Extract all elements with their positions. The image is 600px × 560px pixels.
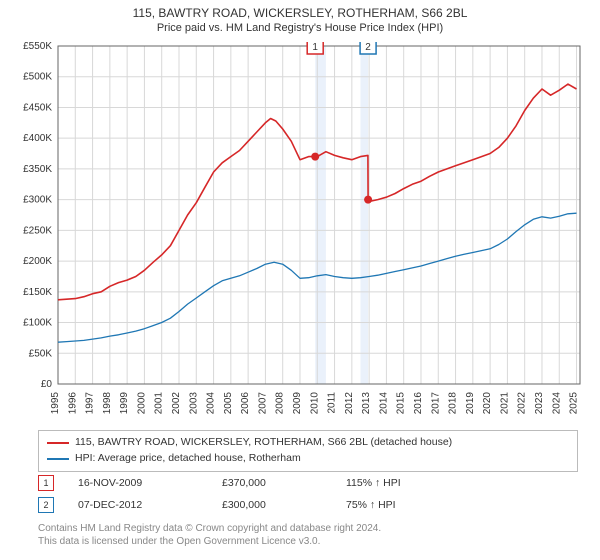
svg-text:£250K: £250K [23,225,52,236]
legend-item-property: 115, BAWTRY ROAD, WICKERSLEY, ROTHERHAM,… [47,435,569,451]
svg-text:£100K: £100K [23,318,52,329]
svg-text:2007: 2007 [257,392,268,415]
legend-item-hpi: HPI: Average price, detached house, Roth… [47,451,569,467]
chart: £0 £50K £100K £150K £200K £250K £300K £350K £400… [10,42,590,422]
marker-badge-1: 1 [38,475,54,491]
marker-row-2: 2 07-DEC-2012 £300,000 75% ↑ HPI [38,494,560,516]
svg-text:2: 2 [365,42,371,53]
svg-text:£150K: £150K [23,287,52,298]
footer-line-1: Contains HM Land Registry data © Crown c… [38,522,560,535]
marker-hpi-1: 115% ↑ HPI [346,477,466,489]
marker-price-2: £300,000 [222,499,322,511]
svg-text:2002: 2002 [171,392,182,415]
footer-line-2: This data is licensed under the Open Gov… [38,535,560,548]
marker-hpi-2: 75% ↑ HPI [346,499,466,511]
legend: 115, BAWTRY ROAD, WICKERSLEY, ROTHERHAM,… [38,430,578,472]
svg-text:2017: 2017 [430,392,441,415]
svg-text:2003: 2003 [188,392,199,415]
svg-text:2006: 2006 [240,392,251,415]
svg-text:£500K: £500K [23,72,52,83]
svg-text:2004: 2004 [206,392,217,415]
legend-label-property: 115, BAWTRY ROAD, WICKERSLEY, ROTHERHAM,… [75,435,452,451]
svg-text:£300K: £300K [23,195,52,206]
svg-text:2009: 2009 [292,392,303,415]
svg-text:2022: 2022 [517,392,528,415]
marker-row-1: 1 16-NOV-2009 £370,000 115% ↑ HPI [38,472,560,494]
svg-text:2005: 2005 [223,392,234,415]
svg-text:£550K: £550K [23,42,52,52]
chart-container: 115, BAWTRY ROAD, WICKERSLEY, ROTHERHAM,… [0,0,600,560]
svg-text:2025: 2025 [569,392,580,415]
marker-price-1: £370,000 [222,477,322,489]
svg-text:£400K: £400K [23,133,52,144]
legend-label-hpi: HPI: Average price, detached house, Roth… [75,451,301,467]
svg-text:2014: 2014 [378,392,389,415]
marker-date-1: 16-NOV-2009 [78,477,198,489]
svg-text:£0: £0 [41,379,53,390]
svg-text:2013: 2013 [361,392,372,415]
svg-text:2021: 2021 [499,392,510,415]
title-address: 115, BAWTRY ROAD, WICKERSLEY, ROTHERHAM,… [0,6,600,20]
svg-text:£450K: £450K [23,102,52,113]
svg-text:2000: 2000 [136,392,147,415]
svg-text:2001: 2001 [154,392,165,415]
svg-text:1998: 1998 [102,392,113,415]
svg-text:1: 1 [312,42,318,53]
svg-text:2024: 2024 [551,392,562,415]
svg-text:2018: 2018 [448,392,459,415]
legend-swatch-hpi [47,458,69,460]
marker-date-2: 07-DEC-2012 [78,499,198,511]
svg-text:2008: 2008 [275,392,286,415]
svg-text:2019: 2019 [465,392,476,415]
marker-badge-2: 2 [38,497,54,513]
title-block: 115, BAWTRY ROAD, WICKERSLEY, ROTHERHAM,… [0,0,600,36]
footer: Contains HM Land Registry data © Crown c… [38,522,560,548]
svg-text:1996: 1996 [67,392,78,415]
title-subtitle: Price paid vs. HM Land Registry's House … [0,22,600,34]
svg-text:£50K: £50K [29,348,53,359]
svg-text:2016: 2016 [413,392,424,415]
svg-text:2020: 2020 [482,392,493,415]
svg-text:£350K: £350K [23,164,52,175]
svg-text:2012: 2012 [344,392,355,415]
svg-text:2023: 2023 [534,392,545,415]
svg-text:2011: 2011 [327,392,338,414]
svg-text:1997: 1997 [85,392,96,415]
marker-table: 1 16-NOV-2009 £370,000 115% ↑ HPI 2 07-D… [38,472,560,516]
svg-text:1995: 1995 [50,392,61,415]
svg-text:£200K: £200K [23,256,52,267]
svg-text:2010: 2010 [309,392,320,415]
svg-text:2015: 2015 [396,392,407,415]
chart-svg: £0 £50K £100K £150K £200K £250K £300K £350K £400… [10,42,590,422]
svg-text:1999: 1999 [119,392,130,415]
legend-swatch-property [47,442,69,444]
